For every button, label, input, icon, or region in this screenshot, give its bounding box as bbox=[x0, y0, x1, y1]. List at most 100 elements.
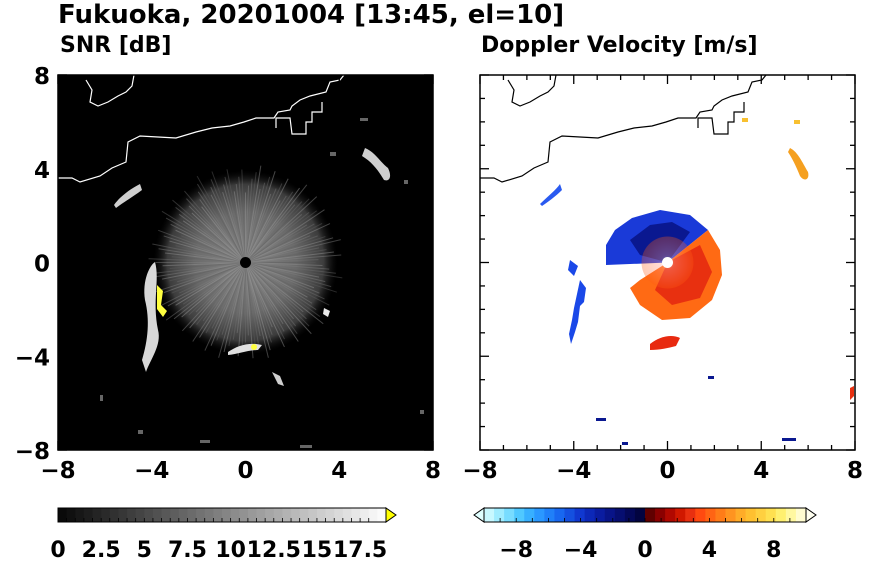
doppler-colorbar-tick-label: −8 bbox=[499, 538, 533, 563]
doppler-colorbar-tick-label: 0 bbox=[637, 538, 652, 563]
snr-colorbar-cell bbox=[135, 508, 145, 522]
doppler-colorbar-extend-max bbox=[805, 507, 817, 523]
snr-colorbar-cell bbox=[316, 508, 327, 522]
doppler-colorbar-cell bbox=[524, 508, 535, 522]
snr-colorbar-tick-label: 2.5 bbox=[82, 538, 121, 563]
snr-echo-south-peak bbox=[251, 344, 257, 350]
snr-colorbar-cell bbox=[101, 508, 111, 522]
snr-panel: −8 −4 0 4 8 8 4 0 −4 −8 bbox=[15, 64, 441, 484]
doppler-field bbox=[480, 75, 854, 445]
snr-ytick-label: −8 bbox=[15, 439, 50, 465]
doppler-colorbar-cell bbox=[494, 508, 505, 522]
doppler-xtick-label: 8 bbox=[847, 458, 863, 484]
snr-colorbar-cell bbox=[66, 508, 76, 522]
snr-colorbar-cell bbox=[187, 508, 197, 522]
snr-field bbox=[58, 75, 424, 448]
snr-colorbar-cell bbox=[325, 508, 335, 522]
snr-coastline-harbor bbox=[275, 102, 323, 135]
snr-colorbar-cell bbox=[222, 508, 232, 522]
snr-xtick-label: −4 bbox=[134, 458, 169, 484]
snr-coastline-north bbox=[85, 75, 135, 107]
snr-colorbar-cell bbox=[291, 508, 301, 522]
doppler-colorbar-cell bbox=[544, 508, 555, 522]
snr-colorbar-cell bbox=[308, 508, 318, 522]
doppler-colorbar-cell bbox=[564, 508, 576, 522]
doppler-coastline-north bbox=[507, 75, 557, 107]
doppler-colorbar-cell bbox=[484, 508, 495, 522]
snr-colorbar-tick-label: 12.5 bbox=[247, 538, 301, 563]
doppler-colorbar-cell bbox=[765, 508, 777, 522]
snr-colorbar-cell bbox=[58, 508, 68, 522]
doppler-xtick-label: −4 bbox=[556, 458, 591, 484]
doppler-colorbar-tick-label: 8 bbox=[766, 538, 781, 563]
snr-coastline bbox=[58, 75, 345, 183]
doppler-colorbar-cell bbox=[795, 508, 807, 522]
snr-ytick-label: −4 bbox=[15, 345, 50, 371]
doppler-coastline bbox=[480, 75, 767, 183]
doppler-echo-east bbox=[850, 386, 854, 400]
doppler-colorbar-cell bbox=[725, 508, 737, 522]
doppler-colorbar-tick-label: 4 bbox=[702, 538, 717, 563]
snr-colorbar-cell bbox=[144, 508, 154, 522]
doppler-colorbar-cell bbox=[504, 508, 515, 522]
snr-xtick-label: 8 bbox=[425, 458, 441, 484]
doppler-colorbar-cell bbox=[685, 508, 696, 522]
snr-echo-nw bbox=[114, 184, 142, 208]
doppler-colorbar-cell bbox=[624, 508, 636, 522]
doppler-colorbar-cell bbox=[675, 508, 686, 522]
snr-xtick-label: 0 bbox=[237, 458, 253, 484]
snr-colorbar-tick-label: 5 bbox=[137, 538, 152, 563]
doppler-colorbar-cell bbox=[735, 508, 747, 522]
doppler-axis-ticks: −8 −4 0 4 8 bbox=[462, 74, 863, 484]
snr-colorbar-cell bbox=[351, 508, 361, 522]
snr-colorbar-cell bbox=[196, 508, 206, 522]
doppler-colorbar-cell bbox=[534, 508, 545, 522]
snr-ytick-label: 8 bbox=[34, 64, 50, 90]
snr-colorbar-cell bbox=[247, 508, 258, 522]
snr-colorbar-cell bbox=[342, 508, 352, 522]
snr-colorbar-cell bbox=[83, 508, 94, 522]
snr-ytick-label: 4 bbox=[34, 158, 50, 184]
snr-ytick-label: 0 bbox=[34, 252, 50, 278]
snr-colorbar-cell bbox=[230, 508, 240, 522]
snr-colorbar-cell bbox=[161, 508, 171, 522]
doppler-xtick-label: 0 bbox=[659, 458, 675, 484]
snr-echo-east bbox=[323, 308, 330, 317]
snr-colorbar-cell bbox=[204, 508, 214, 522]
snr-colorbar-tick-label: 0 bbox=[50, 538, 65, 563]
doppler-colorbar-cell bbox=[594, 508, 606, 522]
snr-colorbar-tick-label: 17.5 bbox=[333, 538, 387, 563]
snr-colorbar-cell bbox=[75, 508, 85, 522]
doppler-radar-marker bbox=[662, 257, 673, 268]
snr-xtick-label: −8 bbox=[40, 458, 75, 484]
doppler-speckle-warm bbox=[742, 118, 800, 124]
snr-colorbar-cell bbox=[170, 508, 180, 522]
doppler-colorbar-cell bbox=[665, 508, 676, 522]
snr-colorbar-cell bbox=[360, 508, 370, 522]
doppler-coastline-harbor bbox=[697, 102, 745, 135]
snr-colorbar-cell bbox=[256, 508, 266, 522]
snr-echo-peak bbox=[157, 285, 167, 317]
doppler-colorbar-cell bbox=[514, 508, 525, 522]
doppler-colorbar-cell bbox=[655, 508, 666, 522]
doppler-echo-ne bbox=[788, 148, 809, 180]
doppler-colorbar-cell bbox=[715, 508, 726, 522]
snr-colorbar-cell bbox=[265, 508, 275, 522]
doppler-colorbar-cell bbox=[755, 508, 767, 522]
doppler-panel-title: Doppler Velocity [m/s] bbox=[481, 33, 758, 58]
doppler-colorbar: −8 −4 0 4 8 bbox=[473, 507, 817, 563]
doppler-colorbar-cell bbox=[785, 508, 797, 522]
doppler-colorbar-cell bbox=[574, 508, 586, 522]
snr-clutter-rays bbox=[147, 165, 343, 359]
snr-colorbar-extend-max bbox=[385, 507, 397, 523]
snr-xtick-label: 4 bbox=[331, 458, 347, 484]
snr-colorbar-cell bbox=[282, 508, 292, 522]
snr-colorbar-cell bbox=[213, 508, 223, 522]
snr-colorbar-cell bbox=[109, 508, 119, 522]
snr-colorbar-cell bbox=[334, 508, 344, 522]
snr-axis-ticks: −8 −4 0 4 8 8 4 0 −4 −8 bbox=[15, 64, 441, 484]
doppler-colorbar-cell bbox=[745, 508, 757, 522]
snr-colorbar-cell bbox=[377, 508, 387, 522]
doppler-xtick-label: 4 bbox=[753, 458, 769, 484]
